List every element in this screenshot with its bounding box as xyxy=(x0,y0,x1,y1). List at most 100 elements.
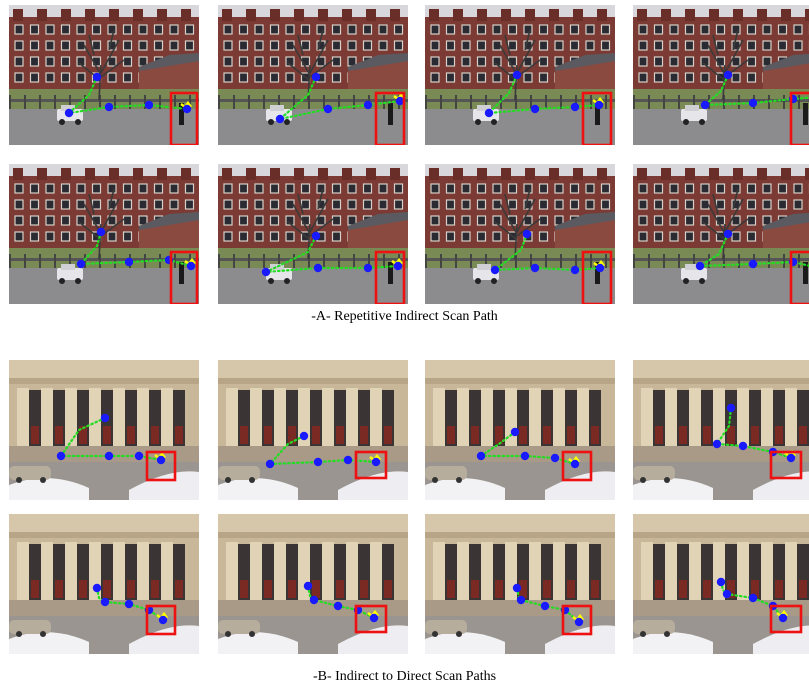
fixation-point xyxy=(530,263,540,273)
fixation-point xyxy=(156,455,166,465)
fixation-point xyxy=(92,583,102,593)
fixation-point xyxy=(520,451,530,461)
fixation-point xyxy=(778,613,788,623)
fixation-point xyxy=(786,453,796,463)
target-box xyxy=(374,91,406,145)
fixation-point xyxy=(712,439,722,449)
fixation-point xyxy=(723,70,733,80)
fixation-point xyxy=(124,599,134,609)
fixation-point xyxy=(124,257,134,267)
fixation-point xyxy=(311,72,321,82)
fixation-point xyxy=(510,427,520,437)
target-box xyxy=(169,250,199,304)
fixation-point xyxy=(395,96,405,106)
scan-path-image xyxy=(9,5,199,145)
fixation-point xyxy=(393,261,403,271)
scan-path-image xyxy=(633,5,809,145)
scan-path xyxy=(515,586,581,624)
fixation-point xyxy=(726,403,736,413)
target-box xyxy=(581,91,613,145)
fixation-point xyxy=(574,617,584,627)
target-box xyxy=(145,604,177,636)
fixation-point xyxy=(490,265,500,275)
scan-path-image xyxy=(218,164,408,304)
target-box xyxy=(145,450,177,482)
fixation-point xyxy=(104,451,114,461)
fixation-point xyxy=(570,102,580,112)
fixation-point xyxy=(275,114,285,124)
fixation-point xyxy=(363,100,373,110)
scan-path xyxy=(701,73,809,107)
scan-path xyxy=(267,434,378,466)
target-box xyxy=(169,91,199,145)
scan-path-image xyxy=(9,514,199,654)
fixation-point xyxy=(371,457,381,467)
fixation-point xyxy=(158,615,168,625)
fixation-point xyxy=(700,100,710,110)
fixation-point xyxy=(313,263,323,273)
fixation-point xyxy=(144,100,154,110)
fixation-point xyxy=(92,72,102,82)
scan-path-image xyxy=(425,5,615,145)
fixation-point xyxy=(64,108,74,118)
fixation-point xyxy=(303,581,313,591)
fixation-point xyxy=(265,459,275,469)
target-box xyxy=(789,91,809,145)
fixation-point xyxy=(100,597,110,607)
fixation-point xyxy=(76,259,86,269)
target-box xyxy=(561,604,593,636)
fixation-point xyxy=(516,595,526,605)
fixation-point xyxy=(722,589,732,599)
target-box xyxy=(581,250,613,304)
fixation-point xyxy=(343,455,353,465)
scan-path xyxy=(486,73,601,115)
fixation-point xyxy=(695,261,705,271)
fixation-point xyxy=(716,577,726,587)
fixation-point xyxy=(723,229,733,239)
scan-path-image xyxy=(425,164,615,304)
fixation-point xyxy=(738,441,748,451)
target-box xyxy=(769,604,803,634)
fixation-point xyxy=(594,100,604,110)
fixation-point xyxy=(570,265,580,275)
scan-path-image xyxy=(9,360,199,500)
scan-path xyxy=(265,234,400,274)
scan-path xyxy=(65,75,189,115)
fixation-point xyxy=(570,459,580,469)
fixation-point xyxy=(512,583,522,593)
scan-path-image xyxy=(218,360,408,500)
fixation-point xyxy=(476,451,486,461)
fixation-point xyxy=(363,263,373,273)
fixation-point xyxy=(134,451,144,461)
fixation-point xyxy=(104,102,114,112)
target-box xyxy=(374,250,406,304)
fixation-point xyxy=(299,431,309,441)
fixation-point xyxy=(748,98,758,108)
scan-path-image xyxy=(633,164,809,304)
fixation-point xyxy=(56,451,66,461)
fixation-point xyxy=(512,70,522,80)
fixation-point xyxy=(522,229,532,239)
target-box xyxy=(561,450,593,482)
fixation-point xyxy=(311,231,321,241)
panel-a: -A- Repetitive Indirect Scan Path xyxy=(0,0,809,330)
fixation-point xyxy=(100,413,110,423)
panel-b-caption: -B- Indirect to Direct Scan Paths xyxy=(312,669,497,684)
panel-a-caption: -A- Repetitive Indirect Scan Path xyxy=(311,309,498,324)
fixation-point xyxy=(369,613,379,623)
fixation-point xyxy=(309,595,319,605)
target-box xyxy=(769,450,803,480)
fixation-point xyxy=(182,104,192,114)
fixation-point xyxy=(540,601,550,611)
fixation-point xyxy=(96,227,106,237)
scan-path-image xyxy=(218,5,408,145)
scan-path xyxy=(279,75,402,121)
fixation-point xyxy=(186,261,196,271)
fixation-point xyxy=(530,104,540,114)
fixation-point xyxy=(748,593,758,603)
scan-path-image xyxy=(425,514,615,654)
fixation-point xyxy=(323,104,333,114)
target-box xyxy=(354,450,388,480)
scan-path-image xyxy=(425,360,615,500)
scan-path-image xyxy=(9,164,199,304)
